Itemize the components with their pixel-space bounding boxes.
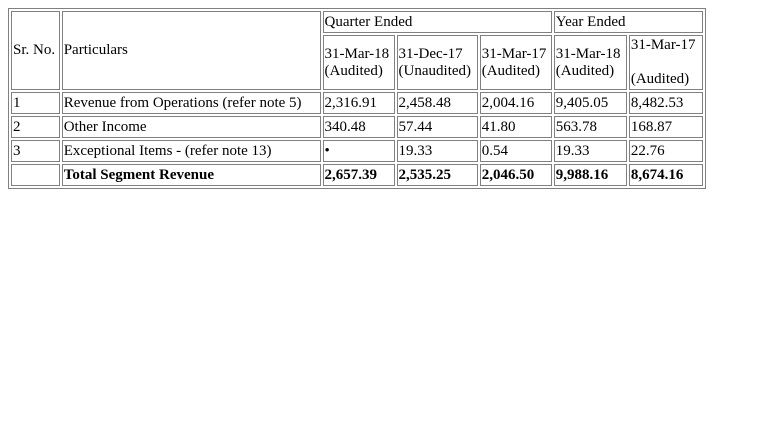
sr-cell: 2 <box>11 116 60 138</box>
sr-no-header: Sr. No. <box>11 11 60 90</box>
column-header: 31-Mar-18 (Audited) <box>553 35 627 90</box>
segment-revenue-table: Sr. No. Particulars Quarter Ended Year E… <box>8 8 706 189</box>
total-row: Total Segment Revenue 2,657.39 2,535.25 … <box>11 164 703 186</box>
particular-cell: Exceptional Items - (refer note 13) <box>61 140 321 162</box>
particular-cell: Other Income <box>61 116 321 138</box>
table-row: 1 Revenue from Operations (refer note 5)… <box>11 92 703 114</box>
value-cell: 0.54 <box>479 140 552 162</box>
value-cell: 2,316.91 <box>322 92 395 114</box>
value-cell: 340.48 <box>322 116 395 138</box>
total-label: Total Segment Revenue <box>61 164 321 186</box>
table-row: 3 Exceptional Items - (refer note 13) • … <box>11 140 703 162</box>
column-header: 31-Dec-17 (Unaudited) <box>396 35 478 90</box>
value-cell: 8,482.53 <box>628 92 703 114</box>
value-cell: 9,405.05 <box>553 92 627 114</box>
table-row: 2 Other Income 340.48 57.44 41.80 563.78… <box>11 116 703 138</box>
value-cell: 2,458.48 <box>396 92 478 114</box>
total-value-cell: 8,674.16 <box>628 164 703 186</box>
sr-cell: 1 <box>11 92 60 114</box>
total-value-cell: 9,988.16 <box>553 164 627 186</box>
value-cell: 19.33 <box>396 140 478 162</box>
total-value-cell: 2,046.50 <box>479 164 552 186</box>
value-cell: 19.33 <box>553 140 627 162</box>
value-cell: • <box>322 140 395 162</box>
value-cell: 57.44 <box>396 116 478 138</box>
sr-cell: 3 <box>11 140 60 162</box>
total-value-cell: 2,535.25 <box>396 164 478 186</box>
particular-cell: Revenue from Operations (refer note 5) <box>61 92 321 114</box>
header-row-dates: 31-Mar-18 (Audited) 31-Dec-17 (Unaudited) … <box>11 35 703 90</box>
value-cell: 41.80 <box>479 116 552 138</box>
column-header: 31-Mar-17 (Audited) <box>479 35 552 90</box>
value-cell: 22.76 <box>628 140 703 162</box>
column-header: 31-Mar-17 (Audited) <box>628 35 703 90</box>
value-cell: 168.87 <box>628 116 703 138</box>
value-cell: 563.78 <box>553 116 627 138</box>
particulars-header: Particulars <box>61 11 321 90</box>
sr-cell <box>11 164 60 186</box>
column-header: 31-Mar-18 (Audited) <box>322 35 395 90</box>
total-value-cell: 2,657.39 <box>322 164 395 186</box>
year-ended-header: Year Ended <box>553 11 703 33</box>
value-cell: 2,004.16 <box>479 92 552 114</box>
header-row-groups: Sr. No. Particulars Quarter Ended Year E… <box>11 11 703 90</box>
quarter-ended-header: Quarter Ended <box>322 11 552 33</box>
